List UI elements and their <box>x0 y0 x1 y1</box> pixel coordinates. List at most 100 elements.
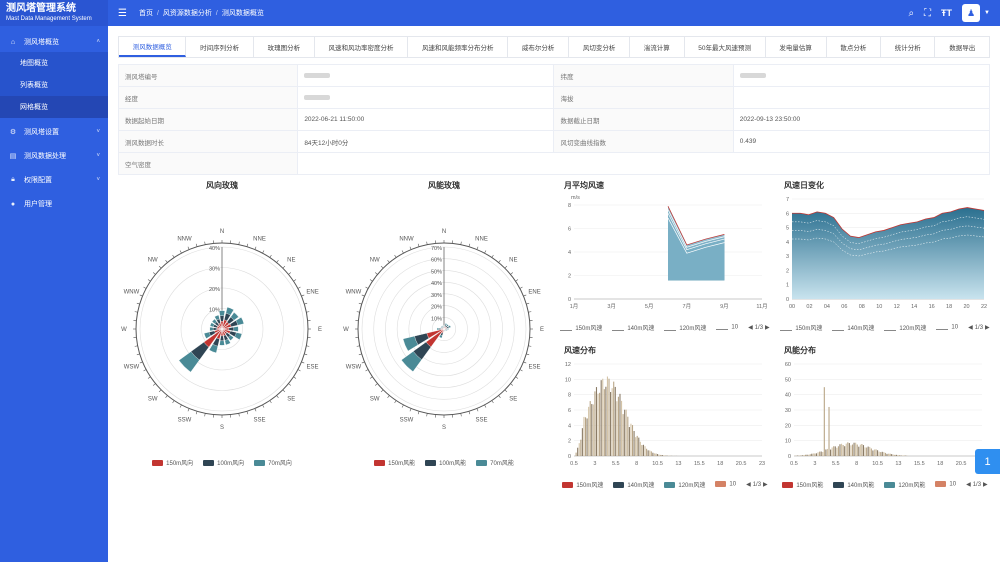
legend-label: 120m风速 <box>899 326 927 332</box>
sidebar-item-overview[interactable]: ⌂ 测风塔概览 ˄ <box>0 32 108 52</box>
rose-tick <box>401 404 404 408</box>
breadcrumb-analysis[interactable]: 风资源数据分析 <box>162 10 212 17</box>
rose-sector <box>220 328 224 337</box>
sidebar-subitem-map[interactable]: 地图概览 <box>20 60 48 67</box>
legend-item[interactable]: 10 <box>935 481 956 488</box>
tab-7[interactable]: 湍流计算 <box>630 37 685 57</box>
caret-down-icon[interactable]: ▼ <box>984 10 990 16</box>
legend-item[interactable]: 10 <box>936 324 958 331</box>
legend-pager[interactable]: ◀ 1/3 ▶ <box>966 481 988 489</box>
rose-tick <box>147 376 151 379</box>
tab-5[interactable]: 威布尔分析 <box>508 37 570 57</box>
legend-pager[interactable]: ◀ 1/3 ▶ <box>968 324 990 332</box>
tab-1[interactable]: 时间序列分析 <box>186 37 254 57</box>
legend-swatch <box>254 460 266 467</box>
histogram-bar <box>866 447 868 456</box>
tab-3[interactable]: 风速和风功率密度分析 <box>314 37 409 57</box>
tab-2[interactable]: 玫瑰图分析 <box>253 37 315 57</box>
rose-tick <box>301 294 305 297</box>
legend-item[interactable]: 140m风能 <box>833 480 874 489</box>
legend-swatch <box>884 325 897 332</box>
sidebar-item-mast-settings[interactable]: ⚙ 测风塔设置 ˅ <box>0 122 108 142</box>
home-icon: ⌂ <box>10 38 16 46</box>
legend-item[interactable]: 140m风速 <box>832 323 874 332</box>
table-row: 测风数据时长 84天12小时0分 风切变曲线指数 0.439 <box>117 130 991 153</box>
pager-prev-icon[interactable]: ◀ <box>968 325 973 331</box>
cell-label: 数据截止日期 <box>553 108 734 131</box>
legend-item[interactable]: 120m风速 <box>664 480 705 489</box>
tab-6[interactable]: 风切变分析 <box>569 37 631 57</box>
histogram-bar <box>861 444 863 456</box>
legend-swatch <box>425 460 437 467</box>
sidebar-item-data-processing[interactable]: ▤ 测风数据处理 ˅ <box>0 146 108 166</box>
legend-label: 120m风速 <box>679 326 707 332</box>
pager-next-icon[interactable]: ▶ <box>763 482 768 488</box>
font-size-icon[interactable]: ŦT <box>941 8 953 18</box>
legend-item[interactable]: 120m风速 <box>664 323 706 332</box>
rose-tick <box>238 413 240 417</box>
legend-item[interactable]: 100m风能 <box>425 458 466 467</box>
tab-11[interactable]: 统计分析 <box>881 37 936 57</box>
pager-next-icon[interactable]: ▶ <box>765 325 770 331</box>
legend-item[interactable]: 150m风速 <box>562 480 603 489</box>
rose-tick <box>306 311 310 313</box>
legend-item[interactable]: 150m风向 <box>152 458 193 467</box>
fullscreen-icon[interactable]: ⛶ <box>924 7 932 19</box>
histogram-bar <box>895 454 897 456</box>
rose-tick <box>365 369 369 372</box>
legend-item[interactable]: 70m风向 <box>254 458 292 467</box>
legend-item[interactable]: 120m风能 <box>884 480 925 489</box>
pager-prev-icon[interactable]: ◀ <box>748 325 753 331</box>
x-tick-label: 5.5 <box>832 461 840 467</box>
rose-sector <box>221 323 232 330</box>
histogram-bar <box>616 401 618 456</box>
histogram-bar <box>855 442 857 456</box>
histogram-bar <box>595 387 598 456</box>
legend-item[interactable]: 100m风向 <box>203 458 244 467</box>
legend-pager[interactable]: ◀ 1/3 ▶ <box>748 324 770 332</box>
floating-help-button[interactable]: 1 <box>975 449 1000 474</box>
tab-4[interactable]: 风速和风能频率分布分析 <box>408 37 509 57</box>
legend-item[interactable]: 150m风速 <box>780 323 822 332</box>
legend-swatch <box>884 482 896 489</box>
redacted-value <box>304 94 331 100</box>
histogram-bar <box>881 451 883 456</box>
sidebar-item-permissions[interactable]: 🔒︎ 权限配置 ˅ <box>0 170 108 190</box>
legend-item[interactable]: 70m风能 <box>476 458 514 467</box>
rose-tick <box>460 413 462 417</box>
tab-8[interactable]: 50年最大风速预测 <box>684 37 766 57</box>
cell-label: 海拔 <box>553 86 734 109</box>
legend-item[interactable]: 150m风能 <box>374 458 415 467</box>
pager-next-icon[interactable]: ▶ <box>983 482 988 488</box>
tab-0[interactable]: 测风数据概览 <box>119 37 187 57</box>
legend-pager[interactable]: ◀ 1/3 ▶ <box>746 481 768 489</box>
search-icon[interactable]: ⌕ <box>908 7 915 19</box>
sidebar-item-users[interactable]: ● 用户管理 <box>0 194 108 214</box>
pager-prev-icon[interactable]: ◀ <box>746 482 751 488</box>
rose-tick <box>519 369 523 372</box>
pager-next-icon[interactable]: ▶ <box>985 325 990 331</box>
legend-item[interactable]: 140m风速 <box>612 323 654 332</box>
legend-item[interactable]: 140m风速 <box>613 480 654 489</box>
legend-item[interactable]: 10 <box>716 324 738 331</box>
tab-10[interactable]: 散点分析 <box>826 37 882 57</box>
histogram-bar <box>614 386 616 456</box>
legend-item[interactable]: 10 <box>715 481 736 488</box>
legend-item[interactable]: 120m风速 <box>884 323 926 332</box>
pager-prev-icon[interactable]: ◀ <box>966 482 971 488</box>
histogram-bar <box>605 386 607 456</box>
rose-direction-label: S <box>442 425 446 431</box>
sidebar-subitem-grid[interactable]: 网格概览 <box>0 96 108 118</box>
avatar[interactable]: ♟ <box>962 4 981 22</box>
rose-tick <box>143 369 147 372</box>
legend-item[interactable]: 150m风速 <box>560 323 602 332</box>
sidebar-subitem-list[interactable]: 列表概览 <box>20 82 48 89</box>
histogram-bar <box>820 451 822 456</box>
breadcrumb-home[interactable]: 首页 <box>138 10 153 17</box>
legend-item[interactable]: 150m风能 <box>782 480 823 489</box>
hamburger-icon[interactable]: ☰ <box>118 7 127 19</box>
tab-9[interactable]: 发电量估算 <box>765 37 827 57</box>
tab-12[interactable]: 数据导出 <box>935 37 989 57</box>
document-icon: ▤ <box>9 153 17 160</box>
